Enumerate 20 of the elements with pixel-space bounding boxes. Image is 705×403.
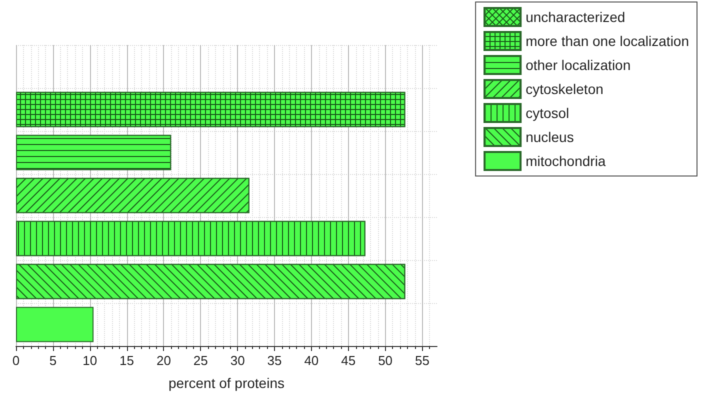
x-axis-title: percent of proteins (168, 375, 284, 391)
x-tick-label: 55 (414, 353, 430, 368)
legend-label: more than one localization (526, 33, 690, 49)
x-tick-label: 0 (12, 353, 20, 368)
x-tick-label: 5 (49, 353, 57, 368)
legend-label: cytoskeleton (526, 81, 604, 97)
x-tick-label: 15 (120, 353, 134, 368)
x-tick-label: 45 (341, 353, 356, 368)
x-tick-label: 10 (82, 353, 98, 368)
legend-label: other localization (526, 57, 631, 73)
legend-label: nucleus (526, 129, 574, 145)
x-tick-label: 40 (304, 353, 319, 368)
x-tick-label: 35 (267, 353, 282, 368)
x-tick-label: 50 (378, 353, 393, 368)
legend-label: cytosol (526, 105, 570, 121)
x-tick-label: 20 (156, 353, 171, 368)
x-tick-label: 25 (193, 353, 208, 368)
x-tick-label: 30 (230, 353, 245, 368)
legend-label: uncharacterized (526, 9, 626, 25)
legend-label: mitochondria (526, 153, 606, 169)
